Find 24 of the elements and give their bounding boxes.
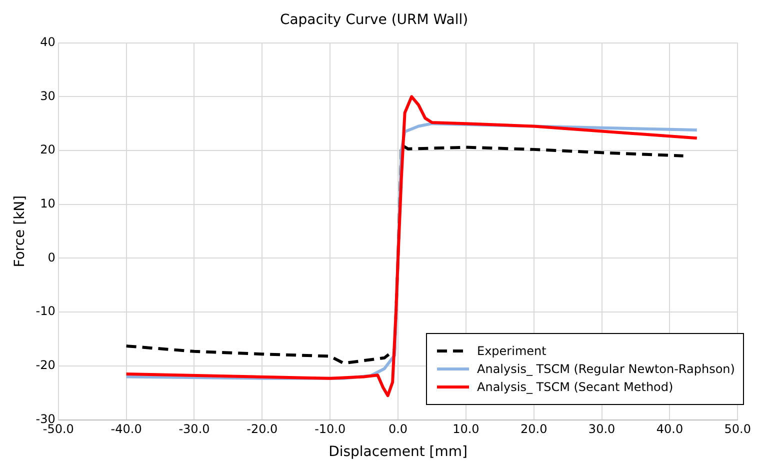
- legend-label: Analysis_ TSCM (Secant Method): [477, 380, 674, 394]
- y-tick-label: 0: [48, 250, 56, 264]
- x-tick-label: 10.0: [452, 422, 480, 436]
- legend-label: Analysis_ TSCM (Regular Newton-Raphson): [477, 362, 735, 376]
- y-tick-label: 40: [40, 34, 56, 49]
- x-tick-label: -50.0: [42, 422, 74, 436]
- x-tick-label: -40.0: [110, 422, 142, 436]
- x-tick-label: 20.0: [520, 422, 548, 436]
- x-tick-label: 0.0: [388, 422, 408, 436]
- y-tick-label: 10: [40, 196, 56, 210]
- x-tick-label: 30.0: [588, 422, 616, 436]
- x-tick-label: 40.0: [656, 422, 684, 436]
- legend-label: Experiment: [477, 344, 546, 358]
- chart-title: Capacity Curve (URM Wall): [280, 12, 468, 28]
- x-tick-label: -30.0: [178, 422, 210, 436]
- y-tick-label: 20: [40, 142, 56, 157]
- y-axis-title: Force [kN]: [12, 195, 28, 268]
- y-tick-label: 30: [40, 88, 56, 103]
- x-axis-title: Displacement [mm]: [328, 444, 468, 460]
- x-tick-label: -20.0: [246, 422, 278, 436]
- x-tick-label: -10.0: [314, 422, 346, 436]
- x-tick-label: 50.0: [724, 422, 751, 436]
- y-tick-label: -20: [36, 358, 56, 372]
- y-tick-label: -10: [36, 304, 56, 318]
